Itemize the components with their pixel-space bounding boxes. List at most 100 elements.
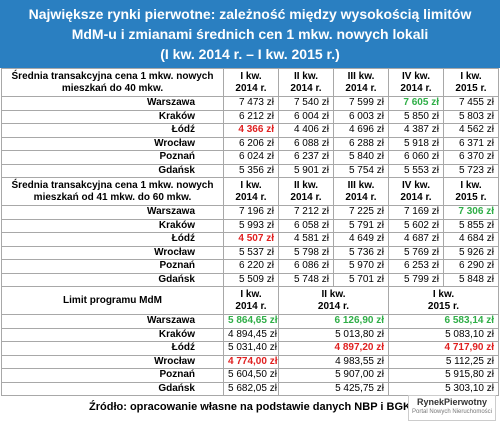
price-cell: 6 126,90 zł	[278, 314, 389, 329]
city: Gdańsk	[1, 163, 224, 178]
city: Gdańsk	[1, 381, 224, 396]
city: Łódź	[1, 341, 224, 356]
city: Poznań	[1, 259, 224, 274]
data-row: Kraków 6 212 zł 6 004 zł 6 003 zł 5 850 zł 5 …	[1, 109, 499, 124]
source: Źródło: opracowanie własne na podstawie …	[89, 401, 411, 413]
price-cell: 5 901 zł	[278, 163, 334, 178]
price-cell: 5 840 zł	[333, 150, 389, 165]
data-row: Kraków 4 894,45 zł 5 013,80 zł 5 083,10 zł	[1, 327, 499, 342]
column-header-line: I kw.	[240, 179, 262, 191]
price-cell: 5 926 zł	[443, 245, 499, 260]
price-cell: 6 237 zł	[278, 150, 334, 165]
city: Kraków	[1, 218, 224, 233]
price-cell: 5 682,05 zł	[223, 381, 279, 396]
price-cell: 6 288 zł	[333, 136, 389, 151]
price-cell: 6 024 zł	[223, 150, 279, 165]
column-header-line: III kw.	[347, 70, 375, 82]
price-cell: 5 848 zł	[443, 272, 499, 287]
column-header: II kw. 2014 r.	[278, 68, 334, 97]
city: Warszawa	[1, 314, 224, 329]
column-header-line: I kw.	[240, 70, 262, 82]
logo-tagline: Portal Nowych Nieruchomości	[411, 409, 493, 415]
price-cell: 5 915,80 zł	[388, 368, 499, 383]
column-header-line: 2014 r.	[235, 191, 267, 203]
city: Wrocław	[1, 354, 224, 369]
price-cell: 6 088 zł	[278, 136, 334, 151]
city: Wrocław	[1, 136, 224, 151]
data-row: Gdańsk 5 682,05 zł 5 425,75 zł 5 303,10 zł	[1, 381, 499, 396]
column-header: III kw. 2014 r.	[333, 177, 389, 206]
price-cell: 6 003 zł	[333, 109, 389, 124]
data-row: Łódź 4 507 zł 4 581 zł 4 649 zł 4 687 zł 4 68…	[1, 232, 499, 247]
title-line: MdM-u i zmianami średnich cen 1 mkw. now…	[71, 26, 429, 42]
data-row: Poznań 6 220 zł 6 086 zł 5 970 zł 6 253 zł 6 …	[1, 259, 499, 274]
column-header-line: I kw.	[240, 288, 262, 300]
section-header: Średnia transakcyjna cena 1 mkw. nowych …	[1, 68, 224, 97]
price-cell: 6 583,14 zł	[388, 314, 499, 329]
column-header-line: 2014 r.	[345, 191, 377, 203]
price-cell: 5 736 zł	[333, 245, 389, 260]
price-cell: 5 799 zł	[388, 272, 444, 287]
price-cell: 4 366 zł	[223, 123, 279, 138]
price-cell: 5 723 zł	[443, 163, 499, 178]
column-header: I kw. 2014 r.	[223, 177, 279, 206]
price-cell: 5 970 zł	[333, 259, 389, 274]
column-header: III kw. 2014 r.	[333, 68, 389, 97]
column-header-line: 2014 r.	[400, 82, 432, 94]
price-cell: 5 803 zł	[443, 109, 499, 124]
column-header-line: 2014 r.	[317, 300, 350, 312]
price-cell: 4 507 zł	[223, 232, 279, 247]
data-row: Wrocław 4 774,00 zł 4 983,55 zł 5 112,25 zł	[1, 354, 499, 369]
price-cell: 7 306 zł	[443, 205, 499, 220]
column-header-line: I kw.	[460, 70, 482, 82]
column-header: IV kw. 2014 r.	[388, 68, 444, 97]
city: Kraków	[1, 327, 224, 342]
column-header: I kw. 2014 r.	[223, 68, 279, 97]
price-cell: 7 605 zł	[388, 96, 444, 111]
section-header: Limit programu MdM	[1, 286, 224, 315]
column-header: I kw. 2015 r.	[443, 68, 499, 97]
price-cell: 4 406 zł	[278, 123, 334, 138]
price-table: Średnia transakcyjna cena 1 mkw. nowych …	[1, 68, 499, 396]
column-header: IV kw. 2014 r.	[388, 177, 444, 206]
price-cell: 6 290 zł	[443, 259, 499, 274]
column-header: I kw. 2015 r.	[443, 177, 499, 206]
city: Kraków	[1, 109, 224, 124]
price-cell: 5 855 zł	[443, 218, 499, 233]
price-cell: 6 206 zł	[223, 136, 279, 151]
price-cell: 5 864,65 zł	[223, 314, 279, 329]
price-cell: 4 894,45 zł	[223, 327, 279, 342]
price-cell: 5 701 zł	[333, 272, 389, 287]
price-cell: 6 058 zł	[278, 218, 334, 233]
data-row: Warszawa 7 473 zł 7 540 zł 7 599 zł 7 605 zł…	[1, 96, 499, 111]
price-cell: 4 897,20 zł	[278, 341, 389, 356]
price-cell: 6 086 zł	[278, 259, 334, 274]
price-cell: 5 425,75 zł	[278, 381, 389, 396]
column-header: II kw. 2014 r.	[278, 286, 389, 315]
price-cell: 5 918 zł	[388, 136, 444, 151]
logo-name: RynekPierwotny	[416, 397, 488, 407]
column-header: I kw. 2014 r.	[223, 286, 279, 315]
price-cell: 5 798 zł	[278, 245, 334, 260]
price-cell: 7 196 zł	[223, 205, 279, 220]
price-cell: 5 791 zł	[333, 218, 389, 233]
column-header-line: IV kw.	[402, 70, 430, 82]
city: Łódź	[1, 232, 224, 247]
price-cell: 5 748 zł	[278, 272, 334, 287]
price-cell: 5 850 zł	[388, 109, 444, 124]
header-row: Średnia transakcyjna cena 1 mkw. nowych …	[1, 177, 499, 206]
column-header-line: 2015 r.	[455, 82, 487, 94]
price-cell: 4 581 zł	[278, 232, 334, 247]
data-row: Łódź 5 031,40 zł 4 897,20 zł 4 717,90 zł	[1, 341, 499, 356]
price-cell: 6 253 zł	[388, 259, 444, 274]
column-header-line: 2014 r.	[235, 300, 267, 312]
price-cell: 5 083,10 zł	[388, 327, 499, 342]
price-cell: 5 604,50 zł	[223, 368, 279, 383]
price-cell: 4 649 zł	[333, 232, 389, 247]
header-row: Średnia transakcyjna cena 1 mkw. nowych …	[1, 68, 499, 97]
column-header-line: 2014 r.	[235, 82, 267, 94]
price-cell: 5 993 zł	[223, 218, 279, 233]
price-cell: 5 509 zł	[223, 272, 279, 287]
data-row: Wrocław 5 537 zł 5 798 zł 5 736 zł 5 769 zł 5…	[1, 245, 499, 260]
